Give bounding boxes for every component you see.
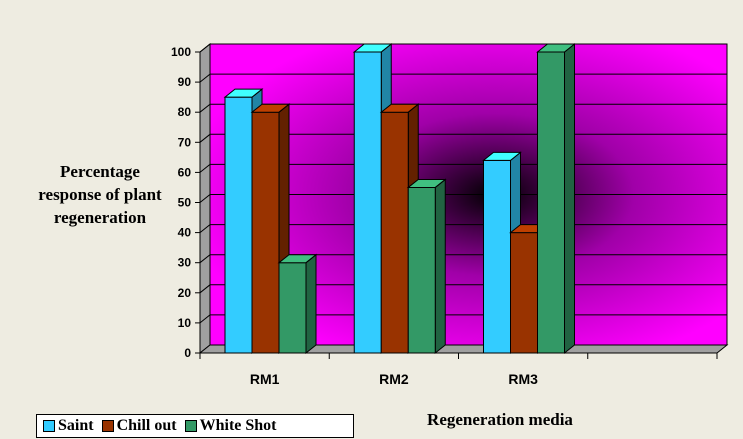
legend-swatch-saint [43,420,55,432]
legend-swatch-white-shot [184,420,197,432]
bar-saint-rm1-top [223,88,264,98]
legend-item-white-shot: White Shot [184,417,277,435]
x-tick-label: RM3 [508,371,538,387]
bar-saint-rm3-top [482,151,522,161]
y-tick-label: 0 [184,346,191,360]
bar-white-shot-rm3-top [536,43,576,53]
legend-swatch-chill-out [101,420,114,432]
legend-label-white-shot: White Shot [199,417,277,434]
bar-white-shot-rm3-side [564,42,575,355]
bar-white-shot-rm3 [537,51,565,354]
bar-saint-rm1 [224,96,253,354]
bar-chill-out-rm2-top [379,103,420,113]
legend-item-chill-out: Chill out [101,417,177,435]
y-tick-label: 100 [171,45,191,59]
y-tick-label: 20 [178,286,192,300]
y-tick-label: 90 [178,75,192,89]
chart-legend: Saint Chill out White Shot [36,414,354,438]
x-tick-label: RM2 [379,371,409,387]
y-tick-label: 60 [178,165,192,179]
y-tick-label: 50 [178,196,192,210]
legend-label-saint: Saint [58,417,94,434]
bar-white-shot-rm1 [278,262,307,354]
x-axis-title: Regeneration media [427,410,573,429]
x-tick-label: RM1 [250,371,280,387]
bar-chill-out-rm2 [380,111,409,354]
y-axis-title: Percentage response of plant regeneratio… [38,162,162,227]
y-tick-label: 40 [178,226,192,240]
legend-label-chill-out: Chill out [116,417,177,434]
y-tick-label: 80 [178,105,192,119]
bar-chill-out-rm3 [510,232,538,354]
bar-chill-out-rm1 [251,111,280,354]
bar-saint-rm2-top [352,43,393,53]
bar-white-shot-rm2-side [434,178,446,355]
bar-white-shot-rm1-top [277,254,318,264]
y-tick-label: 30 [178,256,192,270]
bar-white-shot-rm2 [407,186,436,354]
y-tick-label: 70 [178,135,192,149]
legend-item-saint: Saint [43,417,94,435]
bar-saint-rm2 [353,51,382,354]
y-tick-label: 10 [178,316,192,330]
bar-saint-rm3 [483,159,511,354]
bar-chill-out-rm1-top [250,103,291,113]
bar-white-shot-rm2-top [406,178,447,188]
bar-white-shot-rm1-side [305,253,317,355]
